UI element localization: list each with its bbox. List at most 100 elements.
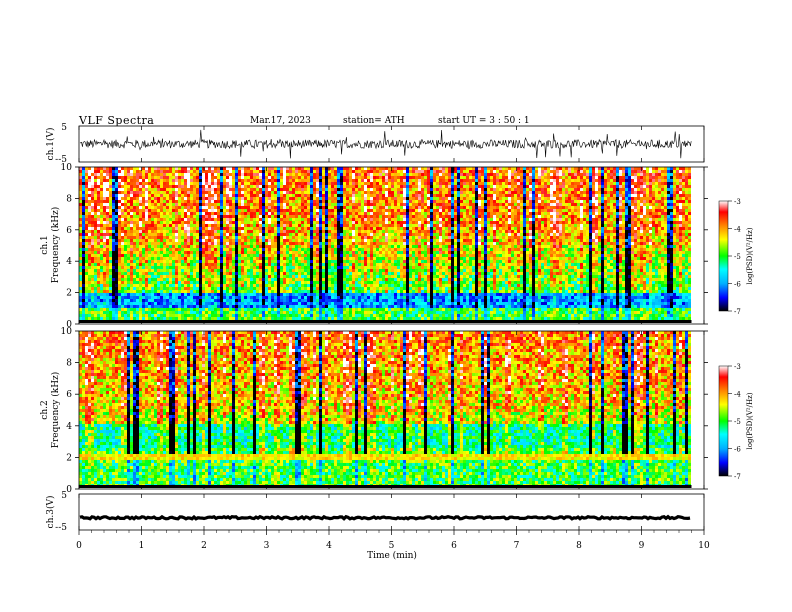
spectrogram-cell <box>355 305 358 308</box>
spectrogram-cell <box>352 167 355 170</box>
spectrogram-cell <box>91 182 94 185</box>
spectrogram-cell <box>241 170 244 173</box>
spectrogram-cell <box>205 185 208 188</box>
spectrogram-cell <box>121 293 124 296</box>
spectrogram-cell <box>97 257 100 260</box>
spectrogram-cell <box>307 275 310 278</box>
spectrogram-cell <box>205 167 208 170</box>
spectrogram-cell <box>109 200 112 203</box>
spectrogram-cell <box>310 203 313 206</box>
spectrogram-cell <box>274 179 277 182</box>
spectrogram-cell <box>358 173 361 176</box>
spectrogram-cell <box>88 302 91 305</box>
spectrogram-cell <box>136 176 139 179</box>
spectrogram-cell <box>295 296 298 299</box>
spectrogram-cell <box>310 296 313 299</box>
spectrogram-cell <box>292 182 295 185</box>
spectrogram-cell <box>217 233 220 236</box>
spectrogram-cell <box>169 290 172 293</box>
spectrogram-cell <box>109 194 112 197</box>
spectrogram-cell <box>271 176 274 179</box>
spectrogram-cell <box>169 212 172 215</box>
spectrogram-cell <box>310 167 313 170</box>
spectrogram-cell <box>196 308 199 311</box>
spectrogram-cell <box>85 203 88 206</box>
spectrogram-cell <box>163 296 166 299</box>
spectrogram-cell <box>163 302 166 305</box>
spectrogram-cell <box>253 215 256 218</box>
spectrogram-cell <box>268 263 271 266</box>
spectrogram-cell <box>241 194 244 197</box>
spectrogram-cell <box>337 287 340 290</box>
spectrogram-cell <box>85 209 88 212</box>
spectrogram-cell <box>136 173 139 176</box>
spectrogram-cell <box>301 176 304 179</box>
spectrogram-cell <box>196 227 199 230</box>
spectrogram-cell <box>151 293 154 296</box>
spectrogram-cell <box>301 188 304 191</box>
spectrogram-cell <box>127 191 130 194</box>
start-time-label: start UT = 3 : 50 : 1 <box>438 116 530 126</box>
spectrogram-cell <box>160 299 163 302</box>
spectrogram-cell <box>217 170 220 173</box>
spectrogram-cell <box>118 221 121 224</box>
spectrogram-cell <box>115 203 118 206</box>
spectrogram-cell <box>205 311 208 314</box>
spectrogram-cell <box>250 266 253 269</box>
spectrogram-cell <box>325 248 328 251</box>
spectrogram-cell <box>166 215 169 218</box>
spectrogram-cell <box>217 197 220 200</box>
spectrogram-cell <box>244 239 247 242</box>
spectrogram-cell <box>190 185 193 188</box>
spectrogram-cell <box>184 197 187 200</box>
spectrogram-cell <box>292 275 295 278</box>
spectrogram-cell <box>316 269 319 272</box>
spectrogram-cell <box>268 266 271 269</box>
spectrogram-cell <box>145 296 148 299</box>
spectrogram-cell <box>340 191 343 194</box>
spectrogram-cell <box>94 173 97 176</box>
spectrogram-cell <box>253 275 256 278</box>
spectrogram-cell <box>136 308 139 311</box>
spectrogram-cell <box>277 194 280 197</box>
spectrogram-cell <box>199 248 202 251</box>
spectrogram-cell <box>157 170 160 173</box>
spectrogram-cell <box>355 266 358 269</box>
spectrogram-cell <box>154 203 157 206</box>
spectrogram-cell <box>316 281 319 284</box>
spectrogram-cell <box>268 251 271 254</box>
spectrogram-cell <box>310 254 313 257</box>
spectrogram-cell <box>253 179 256 182</box>
spectrogram-cell <box>217 311 220 314</box>
spectrogram-cell <box>232 305 235 308</box>
spectrogram-cell <box>82 209 85 212</box>
spectrogram-cell <box>235 170 238 173</box>
spectrogram-cell <box>199 269 202 272</box>
spectrogram-cell <box>178 311 181 314</box>
spectrogram-cell <box>187 290 190 293</box>
spectrogram-cell <box>352 170 355 173</box>
spectrogram-cell <box>253 278 256 281</box>
spectrogram-cell <box>241 275 244 278</box>
spectrogram-cell <box>277 290 280 293</box>
spectrogram-cell <box>85 206 88 209</box>
spectrogram-cell <box>274 278 277 281</box>
spectrogram-cell <box>190 188 193 191</box>
spectrogram-cell <box>178 227 181 230</box>
spectrogram-cell <box>205 287 208 290</box>
spectrogram-cell <box>127 242 130 245</box>
spectrogram-cell <box>256 200 259 203</box>
spectrogram-cell <box>238 224 241 227</box>
spectrogram-cell <box>142 269 145 272</box>
spectrogram-cell <box>121 272 124 275</box>
spectrogram-cell <box>280 308 283 311</box>
spectrogram-cell <box>223 173 226 176</box>
spectrogram-cell <box>208 194 211 197</box>
spectrogram-cell <box>247 173 250 176</box>
spectrogram-cell <box>214 266 217 269</box>
spectrogram-cell <box>301 278 304 281</box>
spectrogram-cell <box>85 212 88 215</box>
spectrogram-cell <box>364 170 367 173</box>
spectrogram-cell <box>223 254 226 257</box>
spectrogram-cell <box>307 215 310 218</box>
